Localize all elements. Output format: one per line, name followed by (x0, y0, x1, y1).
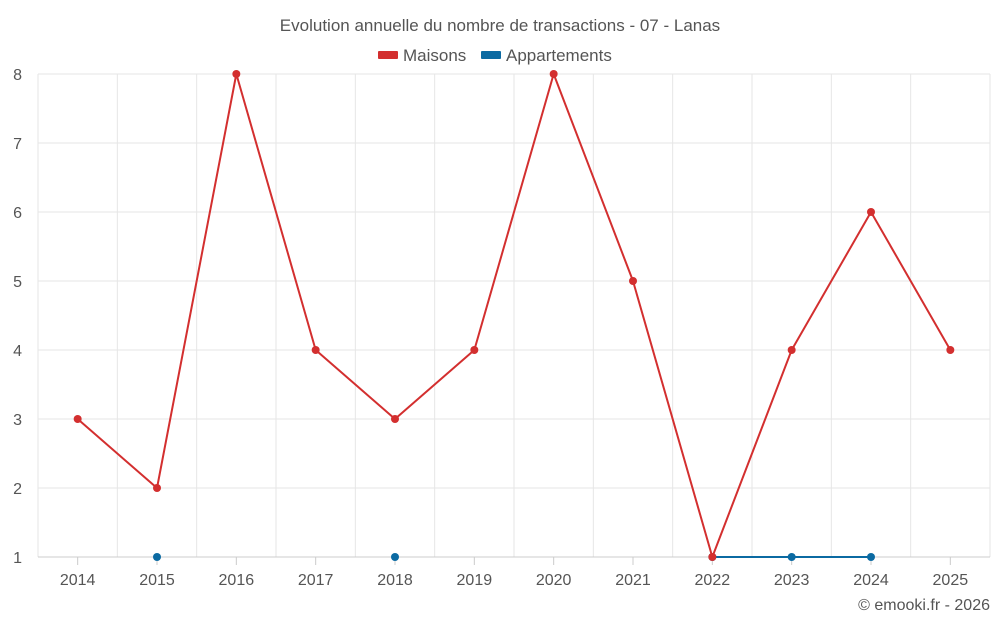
series-line-maisons (77, 73, 952, 558)
x-axis-ticks: 2014 2015 2016 2017 2018 2019 2020 2021 2022 2023… (60, 557, 968, 589)
x-tick-label: 2016 (219, 572, 255, 589)
legend-label-appartements: Appartements (506, 46, 612, 65)
data-point-appartements-2018[interactable] (391, 553, 399, 561)
x-tick-label: 2024 (853, 572, 889, 589)
x-tick-label: 2018 (377, 572, 413, 589)
y-tick-label: 1 (13, 550, 22, 567)
grid (37, 73, 991, 558)
data-point-maisons-2019[interactable] (470, 346, 479, 354)
data-point-maisons-2014[interactable] (73, 415, 82, 423)
y-tick-label: 3 (13, 412, 22, 429)
data-point-maisons-2016[interactable] (232, 70, 241, 78)
y-tick-label: 6 (13, 205, 22, 222)
x-tick-label: 2015 (139, 572, 175, 589)
y-tick-label: 5 (13, 274, 22, 291)
x-tick-label: 2017 (298, 572, 334, 589)
legend-item-appartements[interactable]: Appartements (481, 46, 612, 65)
y-tick-label: 8 (13, 67, 22, 84)
x-tick-label: 2025 (933, 572, 969, 589)
x-tick-label: 2023 (774, 572, 810, 589)
y-tick-label: 7 (13, 136, 22, 153)
data-point-maisons-2015[interactable] (153, 484, 161, 492)
data-point-appartements-2023[interactable] (787, 553, 796, 561)
x-tick-label: 2014 (60, 572, 96, 589)
data-point-maisons-2018[interactable] (391, 415, 399, 423)
data-point-maisons-2025[interactable] (946, 346, 955, 354)
x-tick-label: 2022 (695, 572, 731, 589)
legend: Maisons Appartements (378, 46, 612, 65)
y-tick-label: 4 (13, 343, 22, 360)
data-point-maisons-2017[interactable] (311, 346, 320, 354)
x-tick-label: 2020 (536, 572, 572, 589)
data-point-maisons-2022[interactable] (708, 553, 717, 561)
data-point-appartements-2024[interactable] (867, 553, 875, 561)
series-layer (73, 70, 955, 561)
legend-label-maisons: Maisons (403, 46, 466, 65)
credit-text: © emooki.fr - 2026 (858, 597, 990, 614)
x-tick-label: 2019 (457, 572, 493, 589)
data-point-maisons-2021[interactable] (629, 277, 637, 285)
chart-title: Evolution annuelle du nombre de transact… (280, 16, 720, 35)
legend-swatch-maisons (378, 51, 398, 59)
data-point-maisons-2023[interactable] (787, 346, 796, 354)
y-axis-ticks: 1 2 3 4 5 6 7 8 (13, 67, 22, 567)
data-point-maisons-2020[interactable] (549, 70, 558, 78)
legend-item-maisons[interactable]: Maisons (378, 46, 466, 65)
legend-swatch-appartements (481, 51, 501, 59)
x-tick-label: 2021 (615, 572, 651, 589)
series-maisons (73, 70, 955, 561)
y-tick-label: 2 (13, 481, 22, 498)
data-point-appartements-2015[interactable] (153, 553, 161, 561)
data-point-maisons-2024[interactable] (867, 208, 875, 216)
